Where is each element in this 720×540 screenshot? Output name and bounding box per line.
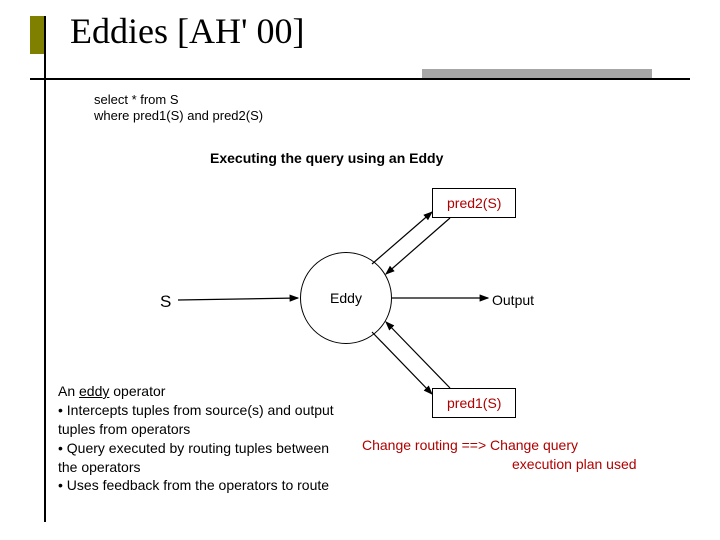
sql-text: select * from S where pred1(S) and pred2… <box>94 92 263 125</box>
slide-title: Eddies [AH' 00] <box>70 10 304 52</box>
desc-l4: • Uses feedback from the operators to ro… <box>58 477 329 493</box>
sql-line2: where pred1(S) and pred2(S) <box>94 108 263 124</box>
node-output: Output <box>492 292 534 308</box>
decor-vertical-rule <box>44 16 46 522</box>
subtitle: Executing the query using an Eddy <box>210 150 443 166</box>
change-text: Change routing ==> Change query executio… <box>362 436 637 474</box>
node-pred1-label: pred1(S) <box>447 395 501 411</box>
node-pred2-label: pred2(S) <box>447 195 501 211</box>
slide: Eddies [AH' 00] select * from S where pr… <box>0 0 720 540</box>
desc-l1u: eddy <box>79 383 109 399</box>
decor-horizontal-rule <box>30 78 690 80</box>
node-eddy: Eddy <box>300 252 392 344</box>
node-pred2: pred2(S) <box>432 188 516 218</box>
change-l2: execution plan used <box>362 455 637 474</box>
description: An eddy operator • Intercepts tuples fro… <box>58 382 348 495</box>
decor-gray-bar <box>422 69 652 78</box>
desc-l3: • Query executed by routing tuples betwe… <box>58 440 329 475</box>
node-eddy-label: Eddy <box>330 290 362 306</box>
desc-l1a: An <box>58 383 79 399</box>
node-pred1: pred1(S) <box>432 388 516 418</box>
node-s: S <box>160 292 171 312</box>
change-l1: Change routing ==> Change query <box>362 436 637 455</box>
sql-line1: select * from S <box>94 92 263 108</box>
desc-l2: • Intercepts tuples from source(s) and o… <box>58 402 334 437</box>
desc-l1b: operator <box>109 383 165 399</box>
